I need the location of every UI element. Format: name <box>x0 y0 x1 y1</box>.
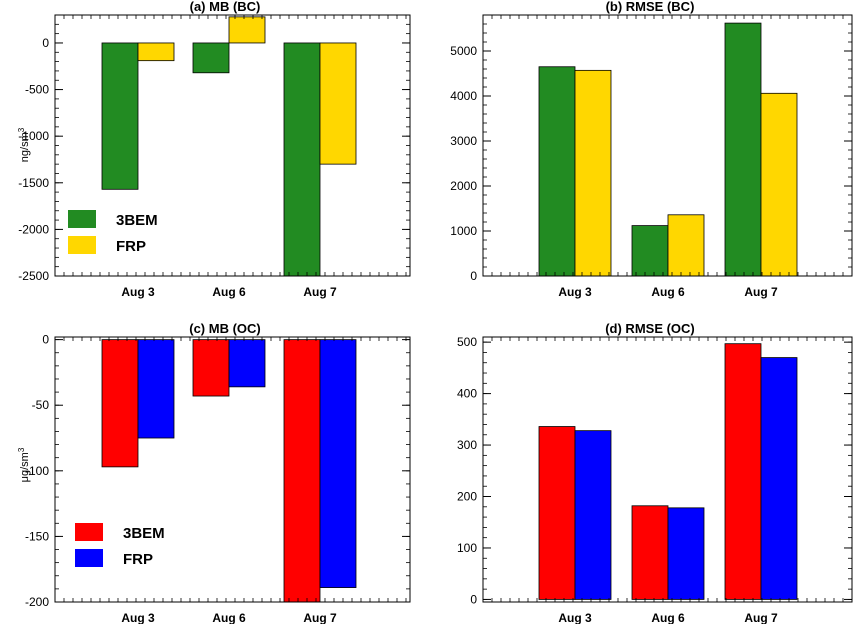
y-tick-label: 100 <box>457 541 477 555</box>
y-tick-label: 4000 <box>450 89 477 103</box>
y-axis-label-text: ng/sm <box>19 132 31 162</box>
y-axis-label: μg/sm3 <box>17 447 31 482</box>
legend-label-3bem: 3BEM <box>116 212 158 229</box>
bar-frp-aug-6 <box>228 339 266 388</box>
bar-frp-aug-3 <box>137 42 175 62</box>
plot-frame <box>482 14 853 277</box>
chart-panel-3: (d) RMSE (OC) Aug 3 Aug 6 Aug 7 0 100 200 300 40… <box>457 321 853 624</box>
category-label: Aug 7 <box>744 611 778 624</box>
legend-label-3bem: 3BEM <box>123 525 165 542</box>
y-tick-label: 400 <box>457 387 477 401</box>
bar-frp-aug-3 <box>574 430 612 600</box>
y-tick-label: 2000 <box>450 179 477 193</box>
y-tick-label: 300 <box>457 438 477 452</box>
chart-title: (a) MB (BC) <box>190 0 261 14</box>
bar-3bem-aug-3 <box>538 426 576 600</box>
category-label: Aug 7 <box>744 285 778 299</box>
legend-swatch-3bem <box>68 210 96 228</box>
y-tick-label: 500 <box>457 335 477 349</box>
y-tick-label: -500 <box>25 83 49 97</box>
y-tick-label: 3000 <box>450 134 477 148</box>
chart-title: (d) RMSE (OC) <box>605 321 695 336</box>
legend-label-frp: FRP <box>116 238 146 255</box>
category-label: Aug 3 <box>558 285 592 299</box>
category-label: Aug 3 <box>121 611 155 624</box>
legend-swatch-frp <box>75 549 103 567</box>
bar-frp-aug-7 <box>319 339 357 588</box>
bar-frp-aug-6 <box>667 214 705 277</box>
bar-3bem-aug-3 <box>101 339 139 468</box>
y-tick-label: -50 <box>32 398 50 412</box>
bar-frp-aug-6 <box>228 16 266 44</box>
y-tick-label: 1000 <box>450 224 477 238</box>
bar-3bem-aug-3 <box>101 42 139 190</box>
chart-title: (c) MB (OC) <box>189 321 261 336</box>
bar-frp-aug-3 <box>137 339 175 439</box>
legend-swatch-frp <box>68 236 96 254</box>
bar-3bem-aug-7 <box>283 339 321 603</box>
bar-frp-aug-7 <box>760 357 798 600</box>
y-tick-label: 0 <box>42 36 49 50</box>
y-tick-label: 200 <box>457 490 477 504</box>
chart-title: (b) RMSE (BC) <box>606 0 695 14</box>
plot-frame <box>54 336 411 603</box>
y-tick-label: 0 <box>470 269 477 283</box>
bar-3bem-aug-7 <box>724 22 762 277</box>
legend-label-frp: FRP <box>123 551 153 568</box>
bar-frp-aug-7 <box>319 42 357 165</box>
bar-frp-aug-6 <box>667 507 705 600</box>
bar-3bem-aug-6 <box>631 505 669 600</box>
y-tick-label: -1000 <box>18 129 49 143</box>
y-tick-label: -1500 <box>18 176 49 190</box>
category-label: Aug 6 <box>651 285 685 299</box>
category-label: Aug 6 <box>651 611 685 624</box>
category-label: Aug 6 <box>212 285 246 299</box>
category-label: Aug 3 <box>558 611 592 624</box>
chart-panel-1: (b) RMSE (BC) Aug 3 Aug 6 Aug 7 0 1000 2000 300… <box>450 0 853 299</box>
y-tick-label: -150 <box>25 529 49 543</box>
bar-3bem-aug-7 <box>724 343 762 600</box>
legend-swatch-3bem <box>75 523 103 541</box>
y-tick-label: 0 <box>470 592 477 606</box>
bar-3bem-aug-3 <box>538 66 576 277</box>
plot-frame <box>482 336 853 603</box>
bar-3bem-aug-6 <box>631 225 669 277</box>
bar-frp-aug-3 <box>574 69 612 277</box>
y-axis-label: ng/sm3 <box>17 127 31 162</box>
bar-3bem-aug-6 <box>192 42 230 74</box>
y-tick-label: -100 <box>25 464 49 478</box>
chart-panel-0: (a) MB (BC) Aug 3 Aug 6 Aug 7 0 -500 -1000 -150… <box>17 0 411 299</box>
bar-3bem-aug-7 <box>283 42 321 277</box>
category-label: Aug 7 <box>303 285 337 299</box>
category-label: Aug 3 <box>121 285 155 299</box>
chart-panel-2: (c) MB (OC) Aug 3 Aug 6 Aug 7 0 -50 -100 -150 -2… <box>17 321 411 624</box>
category-label: Aug 7 <box>303 611 337 624</box>
bar-3bem-aug-6 <box>192 339 230 397</box>
y-tick-label: 0 <box>42 333 49 347</box>
y-tick-label: -2500 <box>18 269 49 283</box>
y-tick-label: -200 <box>25 595 49 609</box>
y-axis-label-superscript: 3 <box>17 447 26 452</box>
y-axis-label-text: μg/sm <box>19 452 31 482</box>
y-axis-label-superscript: 3 <box>17 127 26 132</box>
y-tick-label: -2000 <box>18 222 49 236</box>
y-tick-label: 5000 <box>450 44 477 58</box>
category-label: Aug 6 <box>212 611 246 624</box>
bar-frp-aug-7 <box>760 92 798 277</box>
